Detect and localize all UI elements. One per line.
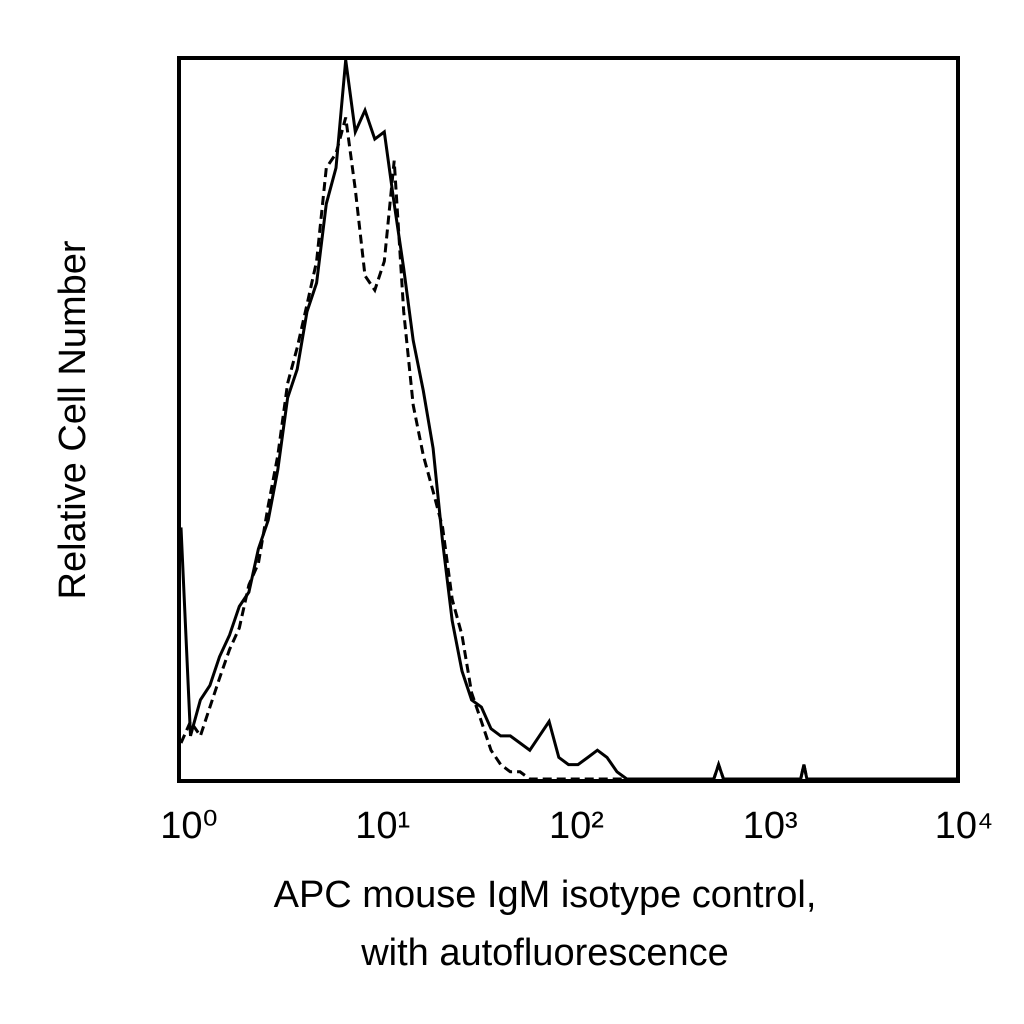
x-tick-label: 10⁰: [160, 805, 218, 847]
x-tick-label: 10²: [549, 805, 604, 847]
plot-frame: [177, 56, 960, 783]
x-tick-label: 10³: [743, 805, 798, 847]
x-tick-label: 10¹: [355, 805, 410, 847]
x-axis-label: APC mouse IgM isotype control,: [274, 874, 817, 916]
y-axis-label: Relative Cell Number: [52, 240, 94, 599]
x-tick-label: 10⁴: [935, 805, 994, 847]
histogram-line: [179, 59, 956, 781]
histogram-line: [179, 117, 956, 781]
x-axis-label: with autofluorescence: [360, 932, 729, 974]
